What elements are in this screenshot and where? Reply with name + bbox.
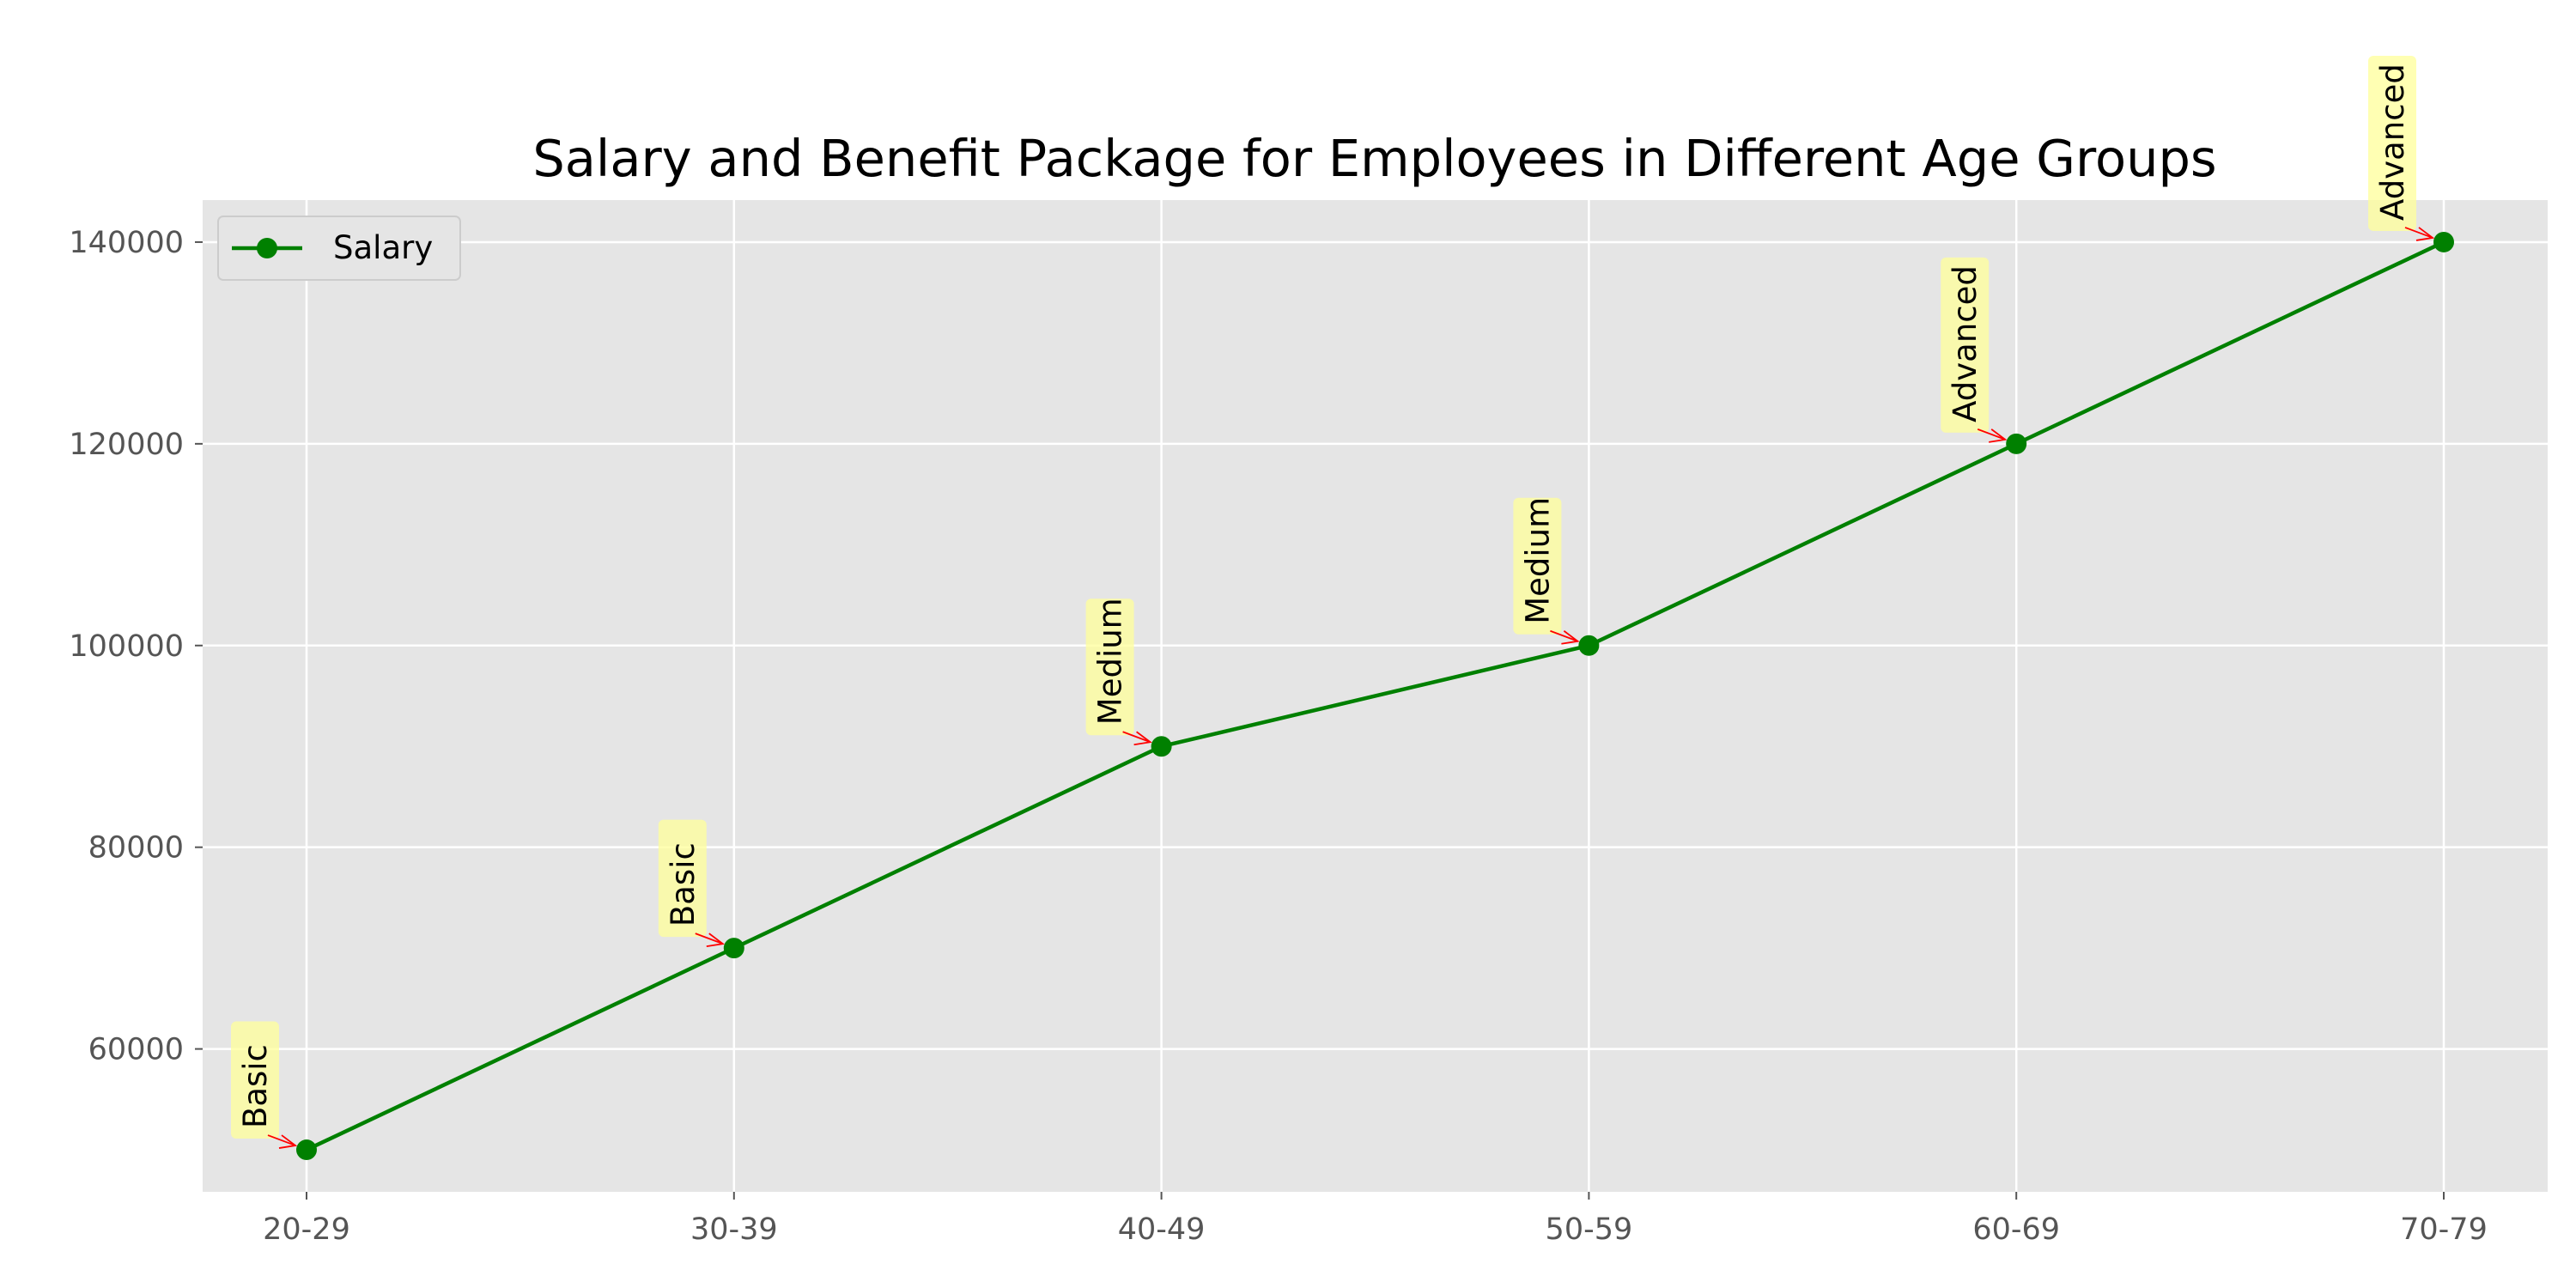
annotation-arrowhead — [2415, 227, 2435, 241]
annotation: Basic — [231, 1021, 298, 1149]
annotation: Basic — [658, 819, 726, 948]
x-tick-label: 60-69 — [1972, 1212, 2060, 1247]
legend-point-marker — [257, 238, 277, 258]
data-point — [2006, 433, 2027, 454]
annotation-arrow — [267, 1134, 296, 1146]
annotation-box — [231, 1021, 279, 1139]
series-line-salary — [306, 240, 2445, 1152]
annotation-box — [1941, 257, 1990, 433]
legend-box — [217, 216, 461, 281]
annotation-arrowhead — [1561, 630, 1580, 645]
legend: Salary — [217, 216, 461, 281]
annotation-box — [2368, 55, 2416, 231]
annotation-box — [1085, 598, 1134, 736]
data-point — [1151, 736, 1172, 757]
annotation-arrow — [2404, 227, 2433, 239]
annotation-label: Advanced — [1947, 265, 1984, 422]
annotation-label: Basic — [237, 1044, 274, 1128]
x-axis-ticks: 20-29 30-39 40-49 50-59 60-69 70-79 — [263, 1192, 2488, 1247]
annotation-arrowhead — [706, 933, 726, 948]
annotation-arrowhead — [278, 1134, 298, 1149]
annotation: Advanced — [2368, 55, 2435, 241]
grid-lines — [203, 200, 2548, 1192]
data-point — [1578, 635, 1600, 656]
y-tick-label: 60000 — [88, 1033, 184, 1067]
x-tick-label: 70-79 — [2400, 1212, 2488, 1247]
annotations: Basic Basic Medium Medium Advanced Advanced — [231, 55, 2435, 1149]
annotation: Advanced — [1941, 257, 2008, 443]
x-tick-label: 30-39 — [690, 1212, 778, 1247]
y-tick-label: 140000 — [69, 226, 184, 260]
annotation: Medium — [1085, 598, 1152, 746]
x-tick-label: 20-29 — [263, 1212, 350, 1247]
annotation-arrowhead — [1989, 428, 2008, 443]
annotation-arrow — [1550, 629, 1578, 642]
y-tick-label: 120000 — [69, 428, 184, 462]
data-point — [2433, 231, 2454, 252]
annotation-label: Basic — [665, 842, 702, 927]
series-layer — [296, 231, 2454, 1161]
y-tick-label: 80000 — [88, 831, 184, 866]
annotation-box — [658, 819, 707, 938]
annotation-box — [1513, 497, 1562, 635]
annotation-arrow — [1122, 731, 1151, 744]
annotation-label: Medium — [1092, 598, 1129, 725]
annotation-label: Advanced — [2374, 64, 2411, 221]
annotation-label: Medium — [1519, 497, 1556, 624]
data-point — [296, 1139, 317, 1161]
x-tick-label: 40-49 — [1118, 1212, 1206, 1247]
chart-title: Salary and Benefit Package for Employees… — [532, 129, 2216, 188]
data-point — [723, 938, 744, 959]
annotation: Medium — [1513, 497, 1580, 645]
y-axis-ticks: 60000 80000 100000 120000 140000 — [69, 226, 203, 1067]
annotation-arrow — [1977, 428, 2006, 440]
y-tick-label: 100000 — [69, 629, 184, 664]
annotation-arrow — [695, 933, 724, 945]
annotation-arrowhead — [1133, 731, 1152, 746]
legend-label: Salary — [333, 229, 433, 266]
x-tick-label: 50-59 — [1546, 1212, 1633, 1247]
